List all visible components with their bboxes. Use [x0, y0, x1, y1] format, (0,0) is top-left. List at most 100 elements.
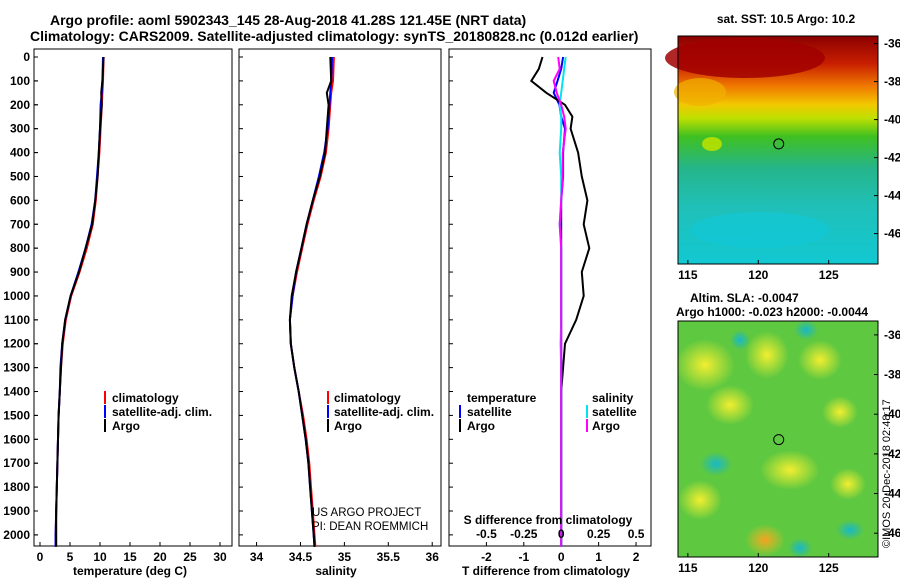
float-position-marker: [773, 138, 785, 150]
figure-title-line2: Climatology: CARS2009. Satellite-adjuste…: [30, 28, 639, 44]
legend-climatology-swatch: [104, 391, 106, 404]
lat-tick-label: -36: [884, 37, 900, 51]
sla-low-blob: [788, 538, 812, 558]
sst-map: [665, 35, 879, 265]
x-tick-label: -1: [518, 550, 529, 564]
sla-high-blob: [706, 385, 754, 425]
figure-title-line1: Argo profile: aoml 5902343_145 28-Aug-20…: [50, 12, 527, 28]
sla-map-axes: -36 -38 -40 -42 -44 -46 115 120 125: [678, 328, 900, 575]
sla-high-blob: [745, 524, 785, 556]
series-line-argo: [288, 56, 333, 547]
legend-temperature-title: temperature: [467, 391, 537, 405]
sla-map-title-line1: Altim. SLA: -0.0047: [690, 291, 799, 305]
depth-tick-label: 1600: [3, 432, 30, 446]
lat-tick-label: -42: [884, 151, 900, 165]
series-line-climatology: [54, 56, 105, 547]
depth-tick-label: 600: [10, 193, 30, 207]
x-tick-label: 20: [153, 550, 167, 564]
series-line-satellite-adj-clim-: [54, 56, 104, 547]
sla-high-blob: [678, 480, 722, 520]
depth-tick-label: 100: [10, 74, 30, 88]
lon-tick-label: 115: [678, 268, 698, 282]
s-tick-label: -0.5: [476, 527, 497, 541]
sla-high-blob: [830, 468, 866, 500]
x-tick-label: 34.5: [289, 550, 313, 564]
x-tick-label: 35.5: [377, 550, 401, 564]
sla-high-blob: [760, 450, 820, 490]
s-tick-label: 0.25: [587, 527, 611, 541]
sla-high-blob: [675, 339, 735, 391]
x-tick-label: 0: [558, 550, 565, 564]
sla-low-blob: [836, 520, 864, 540]
temperature-panel-frame: [33, 48, 233, 547]
legend-climatology-label: climatology: [334, 391, 401, 405]
legend-t-argo-label: Argo: [467, 419, 495, 433]
s-tick-label: 0.5: [628, 527, 645, 541]
legend-salinity-title: salinity: [592, 391, 634, 405]
sst-cool-patch: [690, 212, 830, 248]
depth-tick-label: 1200: [3, 337, 30, 351]
x-tick-label: 36: [426, 550, 440, 564]
depth-tick-label: 1700: [3, 456, 30, 470]
project-annotation-line1: US ARGO PROJECT: [312, 507, 421, 519]
lat-tick-label: -46: [884, 526, 900, 540]
salinity-panel: 34 34.5 35 35.5 36: [239, 56, 440, 564]
lat-tick-label: -44: [884, 487, 900, 501]
lat-tick-label: -40: [884, 407, 900, 421]
sla-low-blob: [794, 320, 818, 340]
sla-low-blob: [730, 330, 750, 350]
imos-credit: ©IMOS 20-Dec-2018 02:48:17: [881, 399, 893, 548]
series-line-salinity-argo: [552, 56, 567, 547]
depth-tick-label: 0: [23, 50, 30, 64]
sla-map-title-line2: Argo h1000: -0.023 h2000: -0.0044: [676, 305, 868, 319]
temperature-legend: climatology satellite-adj. clim. Argo: [104, 391, 212, 433]
x-tick-label: 34: [250, 550, 264, 564]
float-position-marker: [773, 434, 785, 446]
lat-tick-label: -36: [884, 328, 900, 342]
depth-tick-label: 300: [10, 122, 30, 136]
lat-tick-label: -46: [884, 227, 900, 241]
legend-s-satellite-swatch: [586, 405, 588, 418]
x-tick-label: 35: [338, 550, 352, 564]
sst-warm-patch: [665, 38, 825, 78]
depth-tick-label: 1900: [3, 504, 30, 518]
depth-tick-label: 1000: [3, 289, 30, 303]
legend-t-satellite-label: satellite: [467, 405, 512, 419]
depth-tick-label: 1100: [4, 313, 30, 327]
legend-argo-swatch: [327, 419, 329, 432]
x-tick-label: 5: [67, 550, 74, 564]
legend-satellite-label: satellite-adj. clim.: [112, 405, 212, 419]
lon-tick-label: 125: [819, 268, 839, 282]
sla-high-blob: [745, 331, 789, 379]
sst-warm-patch: [674, 78, 726, 106]
x-tick-label: 1: [595, 550, 602, 564]
sla-map: [675, 320, 879, 558]
lon-tick-label: 120: [748, 268, 768, 282]
sst-map-title: sat. SST: 10.5 Argo: 10.2: [717, 12, 856, 26]
depth-tick-label: 1800: [3, 480, 30, 494]
difference-panel-frame: [448, 48, 652, 547]
depth-tick-label: 1400: [3, 385, 30, 399]
legend-argo-swatch: [104, 419, 106, 432]
legend-climatology-swatch: [327, 391, 329, 404]
sla-map-frame: [677, 320, 879, 558]
depth-tick-label: 800: [10, 241, 30, 255]
sst-patch: [702, 137, 722, 151]
temperature-xlabel: temperature (deg C): [73, 564, 187, 578]
lat-tick-label: -40: [884, 113, 900, 127]
project-annotation-line2: PI: DEAN ROEMMICH: [312, 521, 428, 533]
x-tick-label: 25: [183, 550, 197, 564]
series-line-argo: [55, 56, 105, 547]
legend-t-satellite-swatch: [459, 405, 461, 418]
depth-tick-label: 200: [10, 98, 30, 112]
depth-tick-label: 400: [10, 146, 30, 160]
sla-low-blob: [700, 452, 732, 476]
legend-s-argo-label: Argo: [592, 419, 620, 433]
x-tick-label: 2: [633, 550, 640, 564]
depth-tick-label: 1300: [3, 361, 30, 375]
series-line-temperature-satellite: [552, 56, 567, 547]
depth-axis: 0 100 200 300 400 500 600 700 800 900 1000 1100 1200…: [3, 50, 38, 542]
depth-tick-label: 500: [10, 169, 30, 183]
salinity-panel-frame: [238, 48, 442, 547]
